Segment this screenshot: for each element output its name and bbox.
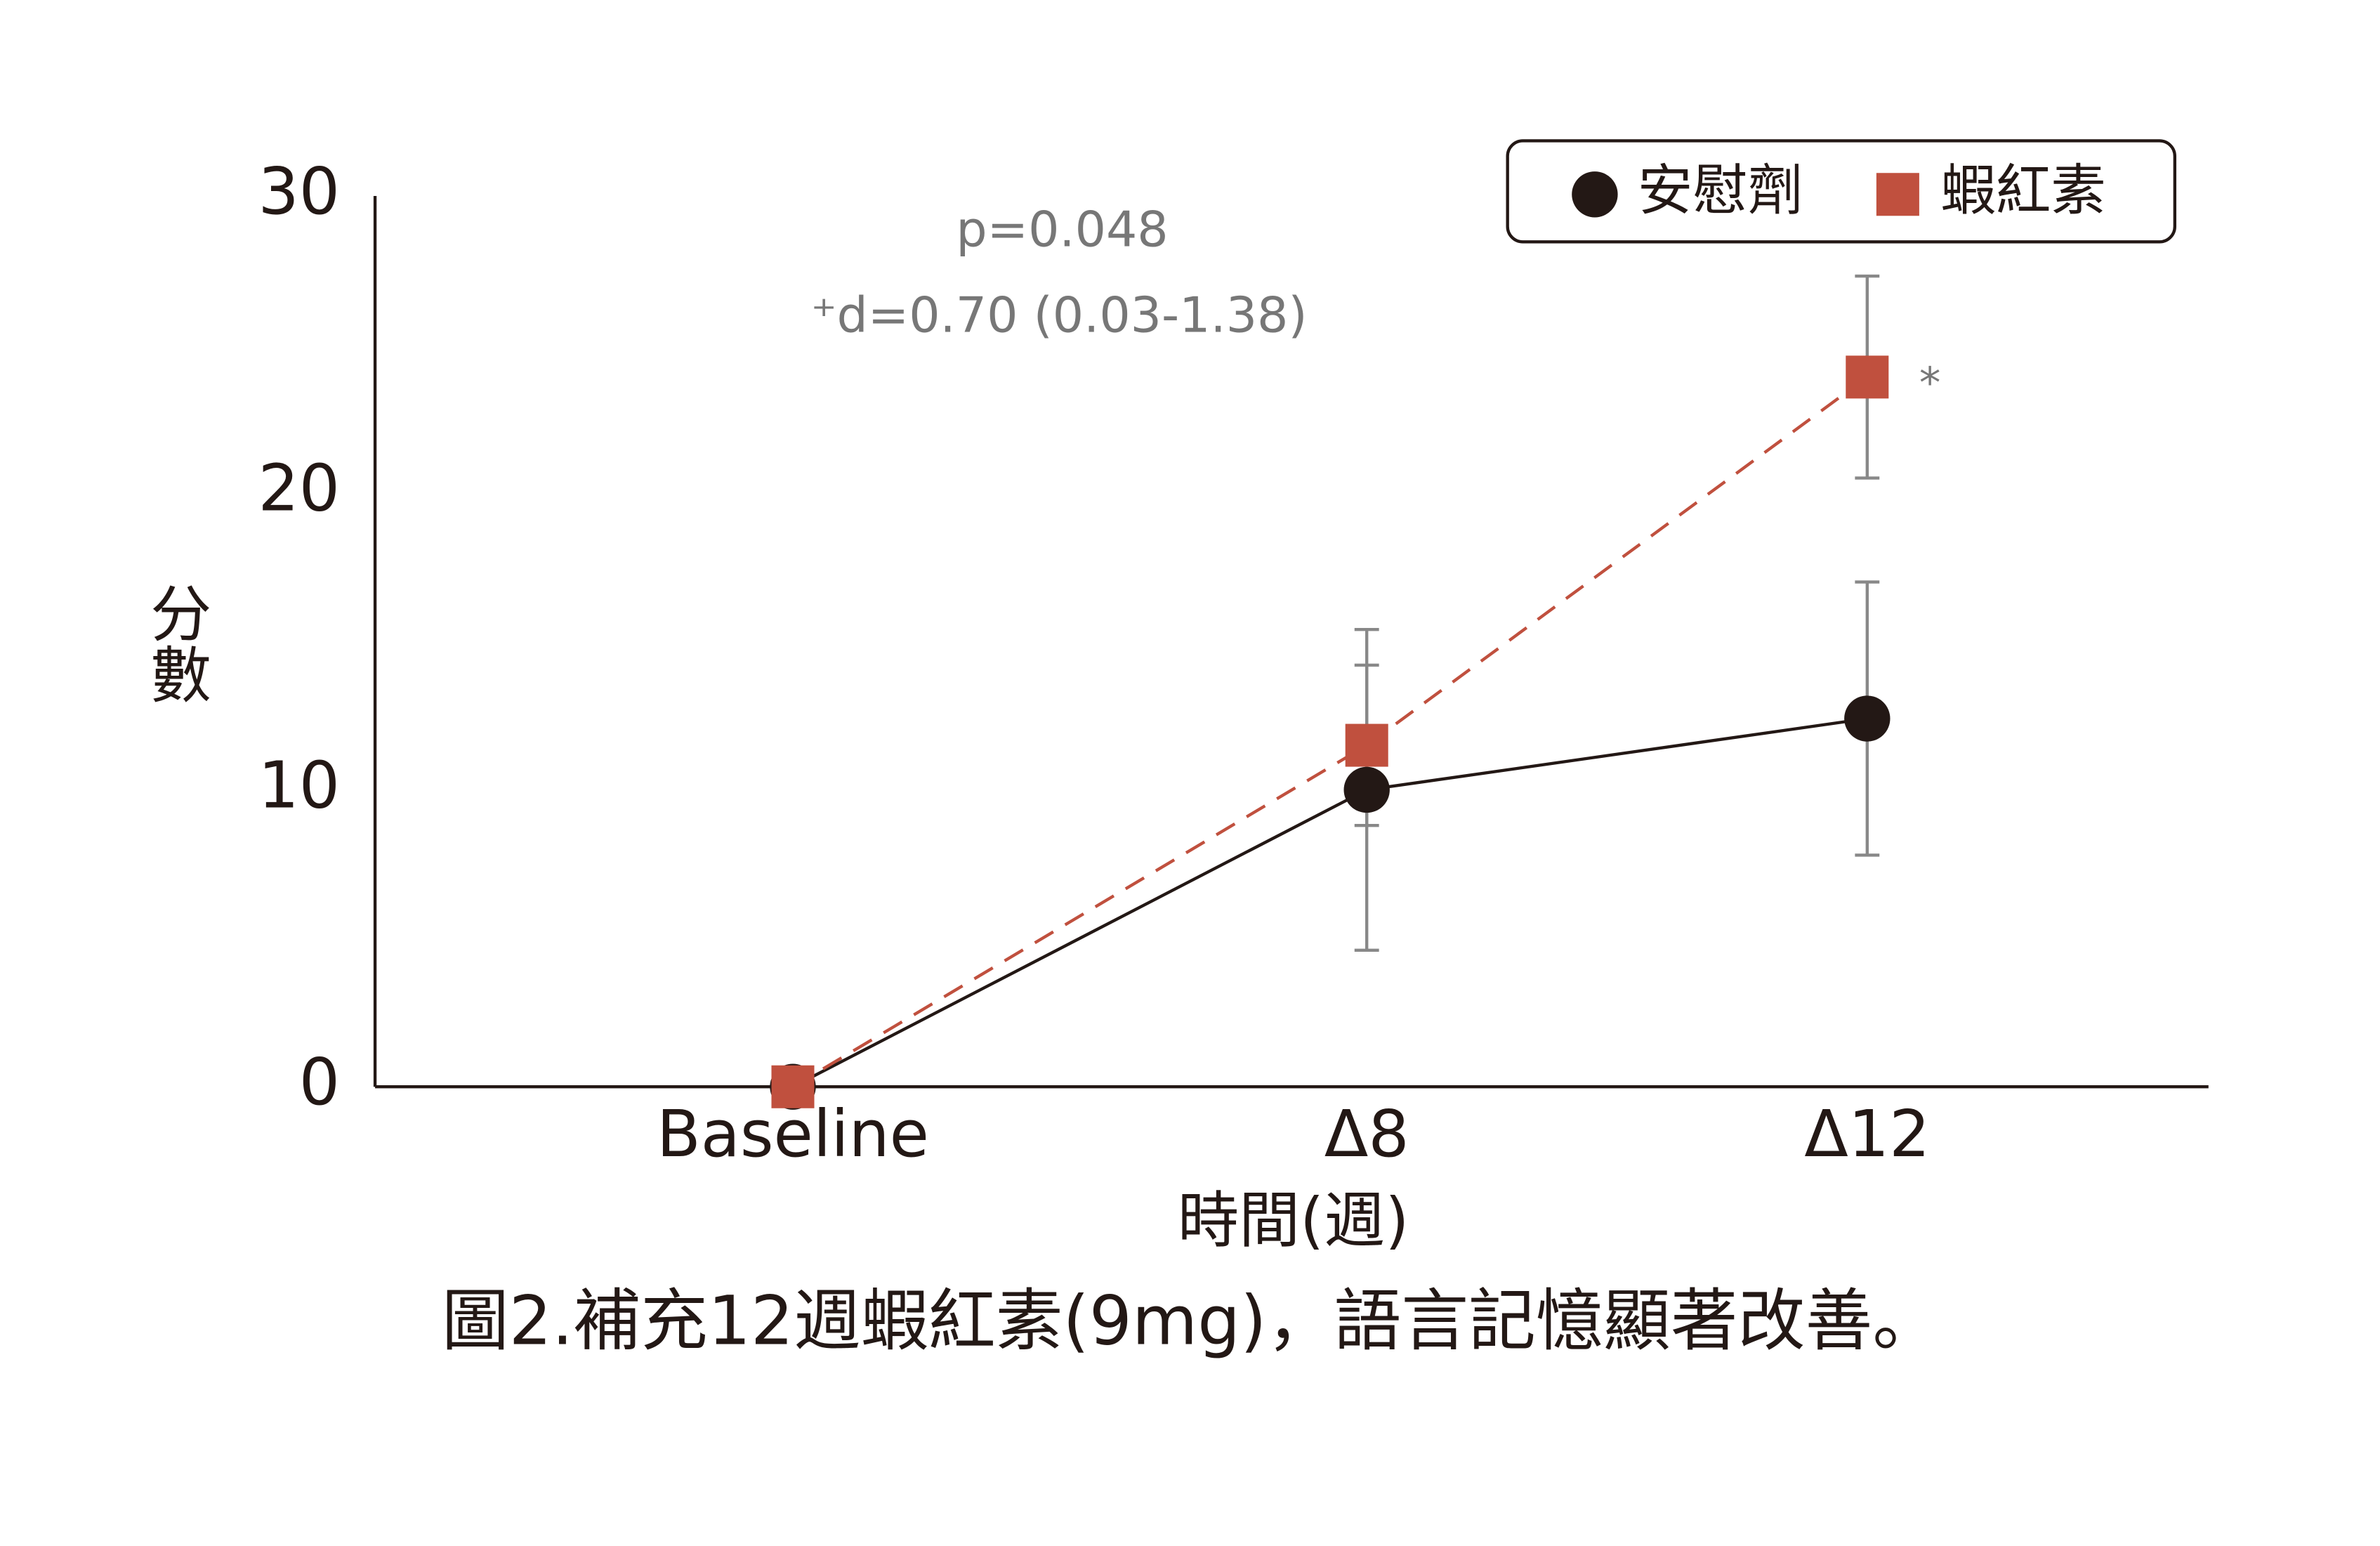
legend-label: 蝦紅素 bbox=[1940, 158, 2105, 223]
y-tick-label: 20 bbox=[258, 451, 339, 526]
x-axis-label: 時間(週) bbox=[1178, 1184, 1409, 1256]
legend-marker bbox=[1876, 173, 1919, 216]
point bbox=[1345, 723, 1388, 767]
y-tick-label: 30 bbox=[258, 154, 339, 229]
legend-label: 安慰劑 bbox=[1638, 158, 1803, 223]
legend-box bbox=[1506, 139, 2176, 244]
x-tick-label: Δ8 bbox=[1324, 1096, 1409, 1172]
y-tick-label: 0 bbox=[299, 1044, 340, 1120]
annotation: ⁺d=0.70 (0.03-1.38) bbox=[811, 287, 1308, 343]
y-tick-label: 10 bbox=[258, 747, 339, 823]
point bbox=[1846, 355, 1889, 399]
annotation: * bbox=[1919, 358, 1941, 408]
legend-marker bbox=[1572, 171, 1618, 218]
x-tick-label: Δ12 bbox=[1804, 1096, 1930, 1172]
annotation: p=0.048 bbox=[956, 201, 1168, 258]
series-line bbox=[791, 716, 1868, 1089]
caption: 圖2.補充12週蝦紅素(9mg)，語言記憶顯著改善。 bbox=[442, 1282, 1940, 1361]
point bbox=[1343, 766, 1390, 813]
point bbox=[1844, 695, 1891, 742]
series-line bbox=[791, 376, 1869, 1089]
y-axis-label: 分數 bbox=[140, 582, 212, 704]
point bbox=[771, 1065, 815, 1108]
